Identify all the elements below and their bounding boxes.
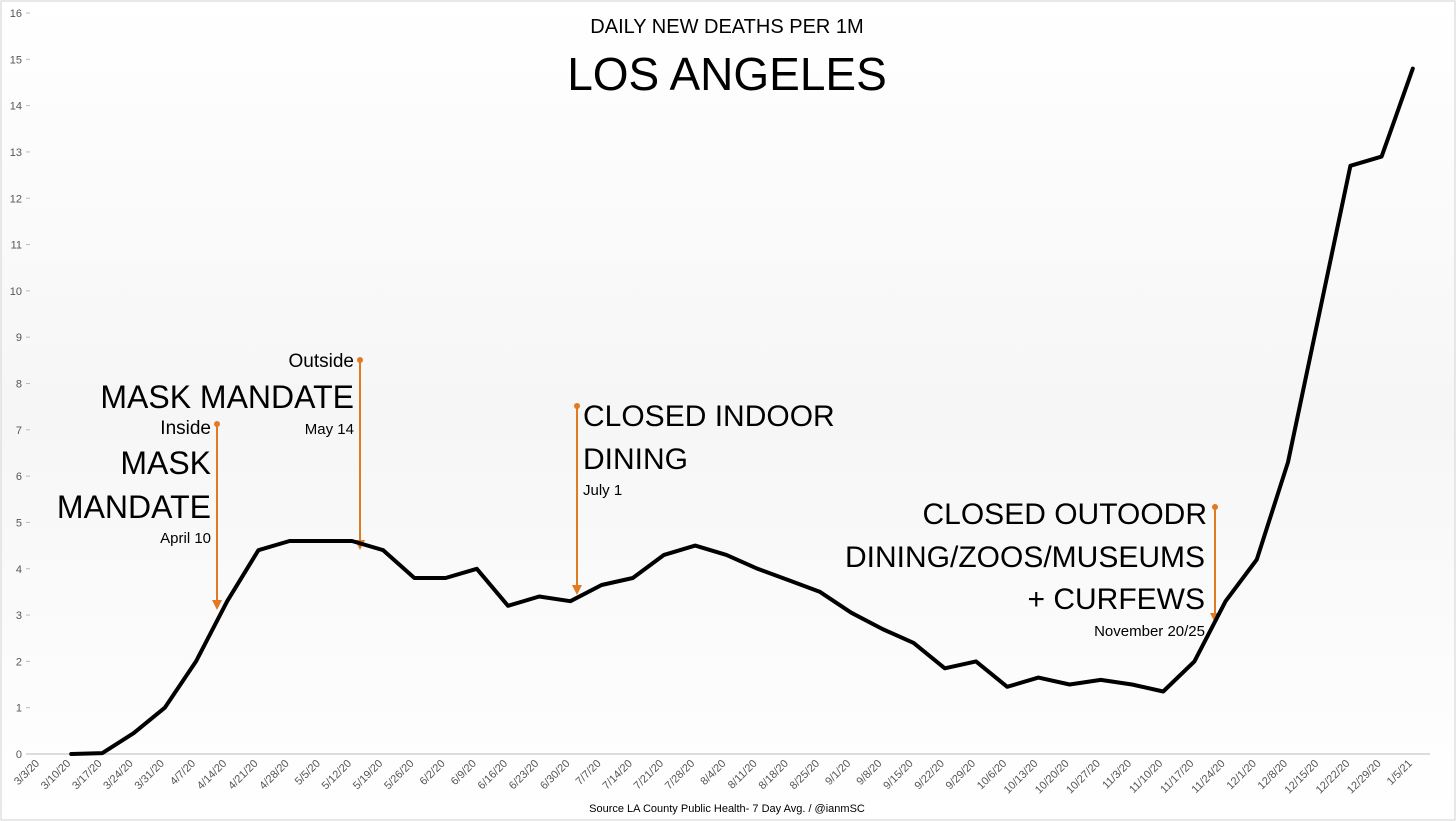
dot — [214, 421, 220, 427]
y-tick-label: 9 — [16, 332, 22, 344]
annotation: November 20/25 — [1094, 623, 1205, 640]
annotation: MASK — [120, 445, 211, 481]
annotation: July 1 — [583, 482, 622, 499]
dot — [574, 403, 580, 409]
annotation: CLOSED INDOOR — [583, 400, 835, 433]
y-tick-label: 6 — [16, 471, 22, 483]
y-tick-label: 14 — [10, 101, 22, 113]
y-tick-label: 7 — [16, 425, 22, 437]
y-tick-label: 16 — [10, 8, 22, 20]
annotation: + CURFEWS — [1027, 583, 1205, 616]
y-tick-label: 12 — [10, 193, 22, 205]
y-tick-label: 0 — [16, 749, 22, 761]
y-tick-label: 2 — [16, 656, 22, 668]
y-tick-label: 1 — [16, 703, 22, 715]
annotations: Outside MASK MANDATE May 14 Inside MASK … — [57, 351, 1220, 640]
annotation: April 10 — [160, 530, 211, 547]
y-tick-label: 5 — [16, 517, 22, 529]
y-tick-label: 4 — [16, 564, 22, 576]
title: LOS ANGELES — [567, 48, 887, 100]
annotation: DINING — [583, 443, 688, 476]
dot — [357, 357, 363, 363]
y-tick-label: 11 — [11, 240, 22, 252]
annotation: Outside — [289, 351, 354, 372]
source: Source LA County Public Health- 7 Day Av… — [589, 803, 865, 815]
subtitle: DAILY NEW DEATHS PER 1M — [590, 16, 863, 38]
y-tick-label: 13 — [10, 147, 22, 159]
annotation: MANDATE — [57, 489, 211, 525]
y-tick-label: 8 — [16, 379, 22, 391]
annotation: Inside — [160, 418, 211, 439]
annotation: May 14 — [305, 421, 354, 438]
annotation: MASK MANDATE — [100, 379, 354, 415]
y-tick-label: 10 — [10, 286, 22, 298]
annotation: CLOSED OUTOODR — [923, 498, 1208, 531]
annotation: DINING/ZOOS/MUSEUMS — [845, 541, 1205, 574]
y-tick-label: 3 — [16, 610, 22, 622]
dot — [1212, 504, 1218, 510]
y-tick-label: 15 — [10, 54, 22, 66]
line — [69, 66, 1415, 756]
